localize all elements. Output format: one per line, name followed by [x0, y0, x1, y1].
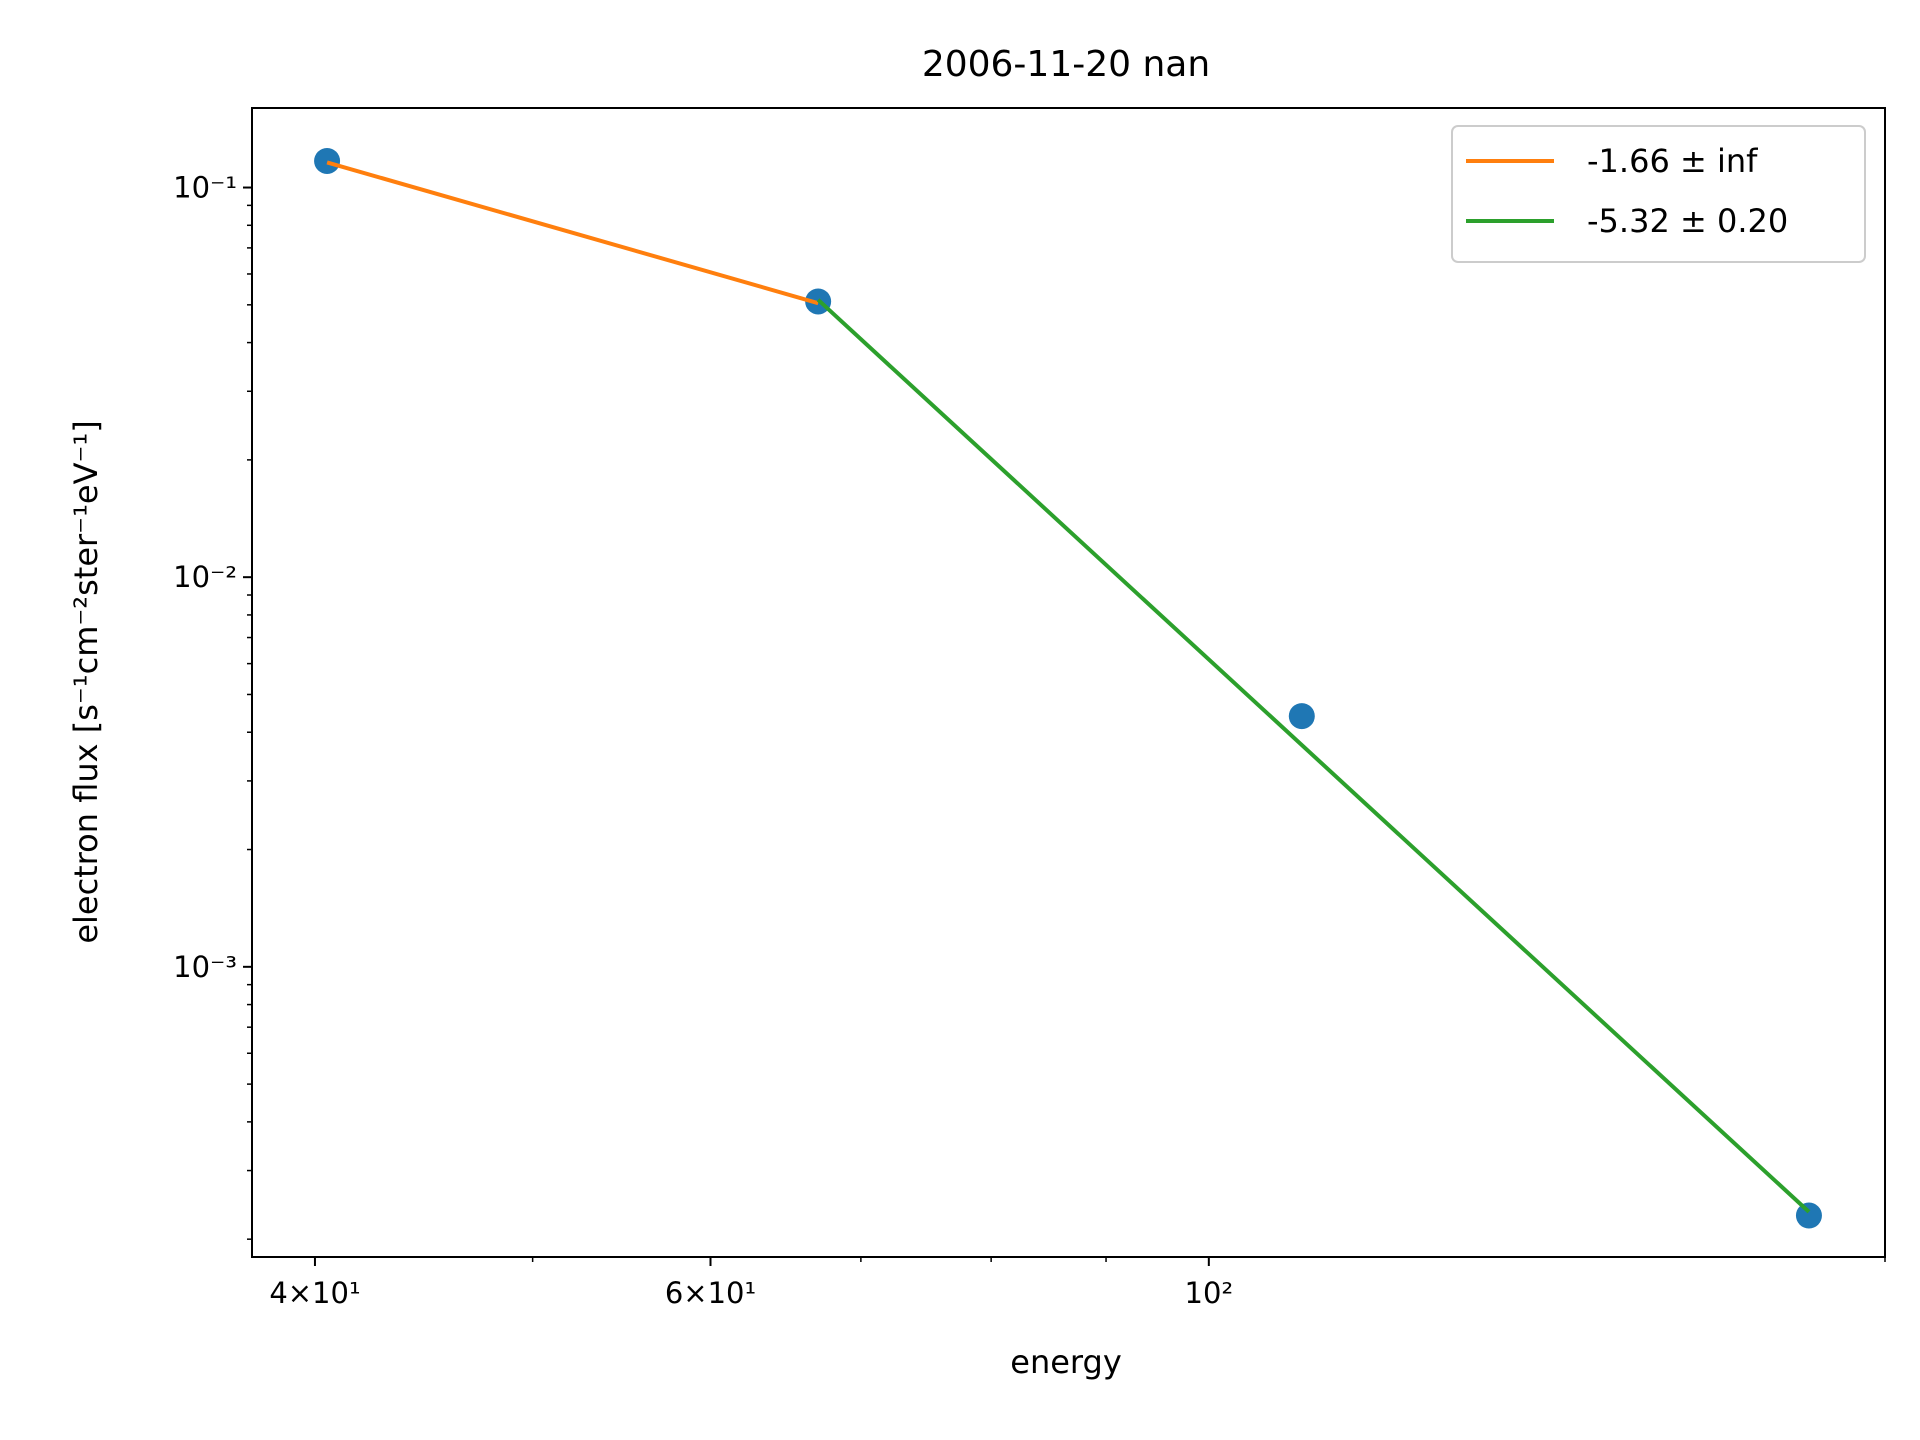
legend-label: -1.66 ± inf [1587, 142, 1758, 180]
legend: -1.66 ± inf -5.32 ± 0.20 [1451, 125, 1866, 263]
plot-area [314, 147, 1822, 1229]
plot-frame [251, 107, 1886, 1258]
data-point [1288, 703, 1315, 730]
y-axis-label: electron flux [s⁻¹cm⁻²ster⁻¹eV⁻¹] [67, 420, 105, 943]
y-axis: 10⁻¹ 10⁻² 10⁻³ [173, 171, 252, 1240]
legend-box [1451, 125, 1866, 263]
y-tick-label: 10⁻² [173, 560, 237, 594]
chart-title: 2006-11-20 nan [922, 44, 1210, 85]
legend-label: -5.32 ± 0.20 [1587, 202, 1788, 240]
x-tick-label: 4×10¹ [269, 1276, 360, 1310]
x-axis-label: energy [1010, 1343, 1122, 1381]
fit-line-2 [816, 298, 1811, 1214]
x-tick-label: 10² [1185, 1276, 1234, 1310]
x-axis: 4×10¹ 6×10¹ 10² [269, 1257, 1886, 1310]
data-point [314, 147, 341, 174]
x-tick-label: 6×10¹ [665, 1276, 756, 1310]
fit-line-1 [326, 160, 819, 306]
data-point [1795, 1202, 1822, 1229]
y-tick-label: 10⁻³ [173, 950, 237, 984]
y-tick-label: 10⁻¹ [173, 171, 237, 205]
